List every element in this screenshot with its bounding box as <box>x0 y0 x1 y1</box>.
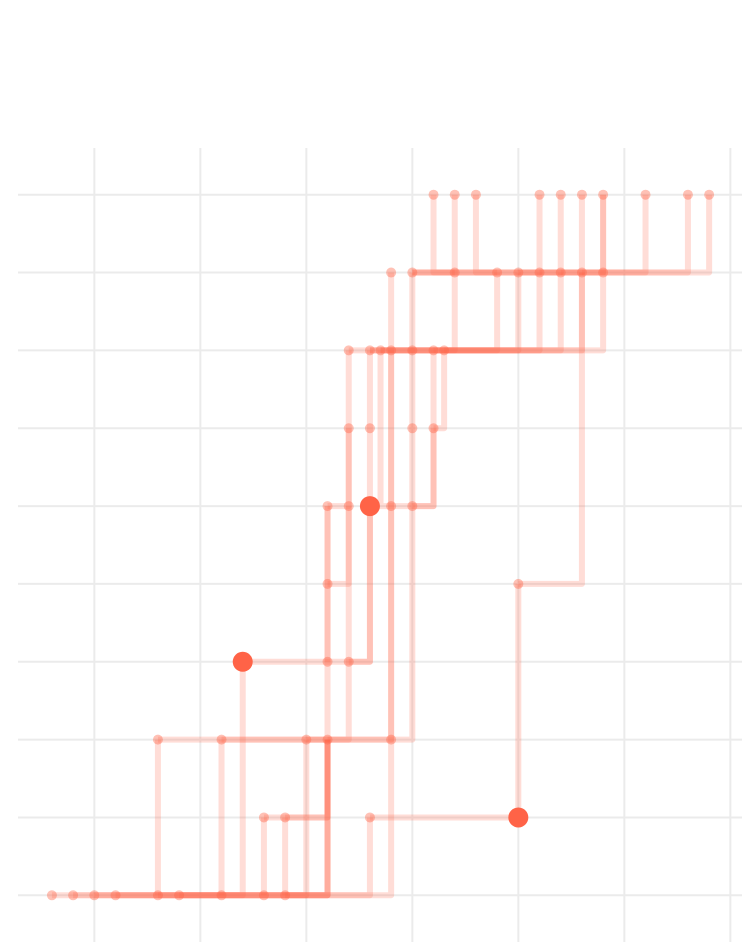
node <box>89 890 100 901</box>
node <box>343 501 354 512</box>
node <box>534 267 545 278</box>
node <box>216 734 227 745</box>
node <box>576 267 587 278</box>
link <box>377 350 392 510</box>
link <box>539 194 564 276</box>
link <box>348 272 607 354</box>
link <box>412 194 691 276</box>
link <box>94 739 331 899</box>
link <box>73 739 331 899</box>
link <box>327 506 352 587</box>
node <box>68 890 79 901</box>
node <box>449 189 460 200</box>
link <box>285 739 395 899</box>
node <box>322 578 333 589</box>
link <box>285 739 331 821</box>
link <box>221 350 395 743</box>
link <box>380 272 564 354</box>
link <box>115 817 373 899</box>
link <box>327 428 352 510</box>
link <box>518 194 543 276</box>
link <box>369 272 522 354</box>
node <box>110 890 121 901</box>
node <box>598 189 609 200</box>
link <box>430 194 455 276</box>
link <box>433 350 448 432</box>
node <box>364 423 375 434</box>
node <box>364 345 375 356</box>
link <box>472 194 498 276</box>
node <box>174 890 185 901</box>
node <box>682 189 693 200</box>
node <box>386 345 397 356</box>
node <box>407 423 418 434</box>
node <box>343 345 354 356</box>
link <box>263 739 331 821</box>
node <box>598 267 609 278</box>
node <box>428 423 439 434</box>
node <box>428 189 439 200</box>
node <box>704 189 715 200</box>
node <box>258 890 269 901</box>
node <box>640 189 651 200</box>
node <box>343 656 354 667</box>
node <box>428 345 439 356</box>
node <box>232 651 253 672</box>
link <box>433 272 458 354</box>
node <box>301 734 312 745</box>
node <box>386 501 397 512</box>
node <box>470 189 481 200</box>
link <box>157 506 416 743</box>
link <box>51 739 331 899</box>
node <box>152 890 163 901</box>
link <box>306 506 331 743</box>
node <box>152 734 163 745</box>
link <box>327 506 352 743</box>
link <box>242 506 373 665</box>
link <box>412 428 437 510</box>
link <box>380 272 585 354</box>
node <box>534 189 545 200</box>
link <box>391 428 437 510</box>
node <box>280 812 291 823</box>
node <box>46 890 57 901</box>
link <box>518 272 585 587</box>
node <box>322 656 333 667</box>
node <box>386 734 397 745</box>
node <box>280 890 291 901</box>
link <box>444 272 501 354</box>
node <box>407 267 418 278</box>
link <box>157 661 246 899</box>
nodes <box>46 189 715 901</box>
node <box>407 345 418 356</box>
node <box>375 345 386 356</box>
node <box>576 189 587 200</box>
node <box>513 578 524 589</box>
node <box>492 267 503 278</box>
node <box>322 501 333 512</box>
links <box>51 194 713 899</box>
link <box>581 194 607 276</box>
node <box>386 267 397 278</box>
node <box>449 267 460 278</box>
node <box>513 267 524 278</box>
node <box>508 807 529 828</box>
node <box>216 890 227 901</box>
node <box>439 345 450 356</box>
node <box>322 734 333 745</box>
node <box>359 496 380 517</box>
link <box>179 739 310 899</box>
link <box>412 194 649 276</box>
node <box>364 812 375 823</box>
node <box>555 189 566 200</box>
link <box>348 506 373 665</box>
link <box>560 194 585 276</box>
node <box>555 267 566 278</box>
node <box>258 812 269 823</box>
node <box>343 423 354 434</box>
node <box>407 501 418 512</box>
link <box>369 272 543 354</box>
link <box>412 194 713 276</box>
